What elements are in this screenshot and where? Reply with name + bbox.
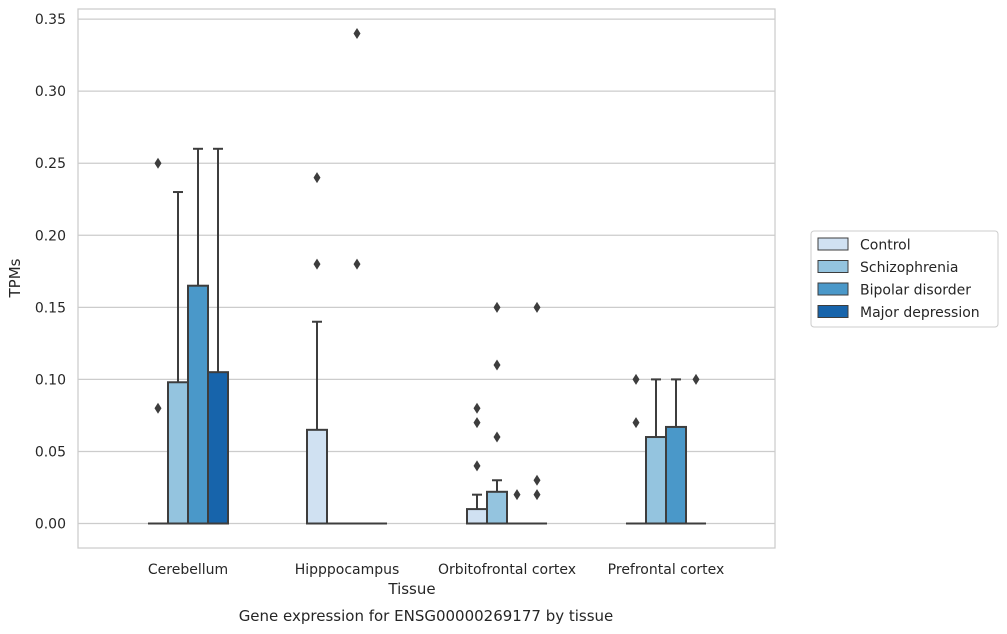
outlier-point xyxy=(473,402,481,414)
legend-label: Bipolar disorder xyxy=(860,283,971,299)
chart-title: Gene expression for ENSG00000269177 by t… xyxy=(239,607,614,625)
box-body xyxy=(187,284,209,525)
y-tick-label: 0.20 xyxy=(35,228,66,244)
box-schizophrenia xyxy=(167,191,189,525)
box-major-depression xyxy=(207,147,229,525)
x-tick-label: Prefrontal cortex xyxy=(608,562,725,578)
legend-label: Major depression xyxy=(860,305,980,321)
outlier-point xyxy=(353,28,361,39)
box-bipolar-disorder xyxy=(347,28,367,525)
box-schizophrenia xyxy=(486,301,508,525)
x-tick-label: Cerebellum xyxy=(148,562,228,578)
legend-swatch xyxy=(817,260,849,273)
outlier-point xyxy=(473,460,481,472)
box-body xyxy=(466,508,488,525)
outlier-point xyxy=(533,301,541,313)
y-tick-label: 0.15 xyxy=(35,300,66,316)
box-schizophrenia xyxy=(645,378,667,525)
x-tick-label: Orbitofrontal cortex xyxy=(438,562,576,578)
outlier-point xyxy=(513,489,521,501)
y-tick-label: 0.05 xyxy=(35,444,66,460)
legend-label: Schizophrenia xyxy=(860,260,958,276)
outlier-point xyxy=(313,172,321,184)
boxes xyxy=(148,28,706,525)
outlier-point xyxy=(493,359,501,371)
x-axis-label: Tissue xyxy=(387,580,435,598)
box-bipolar-disorder xyxy=(187,147,209,525)
y-tick-label: 0.30 xyxy=(35,84,66,100)
box-major-depression xyxy=(527,301,547,525)
plot-frame xyxy=(77,8,776,549)
legend-swatch xyxy=(817,282,849,296)
legend-swatch xyxy=(817,237,849,251)
y-tick-label: 0.10 xyxy=(35,372,66,388)
outlier-point xyxy=(154,157,162,169)
outlier-point xyxy=(632,417,640,429)
box-major-depression xyxy=(686,373,706,525)
y-tick-label: 0.25 xyxy=(35,156,66,172)
box-body xyxy=(306,428,328,525)
y-axis-label: TPMs xyxy=(6,258,24,298)
box-control xyxy=(626,373,646,525)
outlier-point xyxy=(493,301,501,313)
outlier-point xyxy=(353,258,361,270)
outlier-point xyxy=(473,417,481,429)
box-control xyxy=(306,172,328,525)
outlier-point xyxy=(692,373,700,385)
x-tick-labels: Cerebellum Hipppocampus Orbitofrontal cort… xyxy=(148,562,724,578)
legend-label: Control xyxy=(860,238,911,254)
outlier-point xyxy=(313,258,321,270)
x-tick-label: Hipppocampus xyxy=(295,562,400,578)
box-body xyxy=(645,436,667,525)
legend-frame xyxy=(810,230,999,328)
box-body xyxy=(207,371,229,525)
outlier-point xyxy=(533,474,541,486)
outlier-point xyxy=(533,489,541,501)
legend: Control Schizophrenia Bipolar disorder Majo… xyxy=(810,230,999,328)
box-body xyxy=(486,490,508,525)
legend-swatch xyxy=(817,305,849,318)
box-bipolar-disorder xyxy=(665,378,687,525)
y-tick-labels: 0.00 0.05 0.10 0.15 0.20 0.25 0.30 0.35 xyxy=(35,12,66,532)
y-tick-label: 0.35 xyxy=(35,12,66,28)
box-control xyxy=(148,157,168,525)
outlier-point xyxy=(154,402,162,414)
box-body xyxy=(167,381,189,525)
outlier-point xyxy=(493,431,501,443)
y-tick-label: 0.00 xyxy=(35,517,66,533)
box-bipolar-disorder xyxy=(507,489,527,525)
box-body xyxy=(665,425,687,525)
outlier-point xyxy=(632,373,640,385)
